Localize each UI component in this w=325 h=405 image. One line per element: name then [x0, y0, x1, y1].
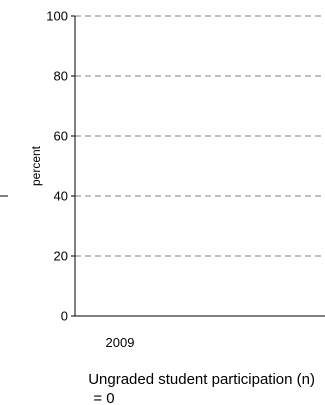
cats-layer: 2009 [106, 335, 135, 350]
caption-line-1: Ungraded student participation (n) [88, 371, 315, 388]
y-tick-label: 80 [54, 69, 68, 84]
axes-layer [74, 16, 325, 317]
y-tick-label: 60 [54, 129, 68, 144]
caption-line-2: = 0 [93, 390, 114, 405]
y-axis-label: percent [29, 145, 43, 186]
y-tick-label: 0 [61, 309, 68, 324]
ticks-layer: 0 20 40 60 80 100 [46, 9, 75, 324]
y-tick-label: 100 [46, 9, 68, 24]
grid-layer [75, 15, 325, 257]
x-category-label: 2009 [106, 335, 135, 350]
y-tick-label: 40 [54, 189, 68, 204]
y-tick-label: 20 [54, 249, 68, 264]
